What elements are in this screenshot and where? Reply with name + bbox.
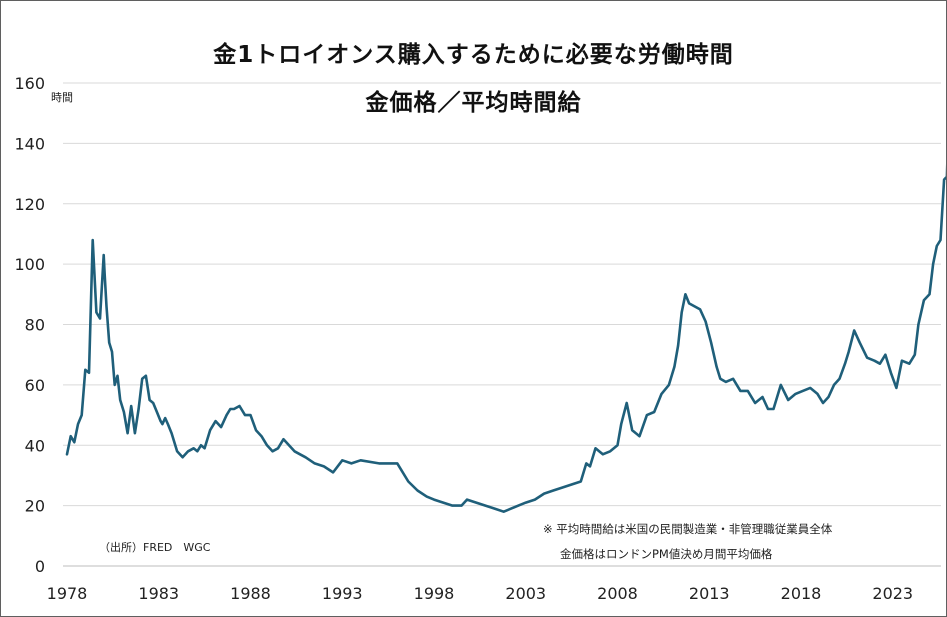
x-tick-label: 1998 — [414, 584, 455, 603]
x-tick-label: 1983 — [138, 584, 179, 603]
y-axis-ticks: 0 20 40 60 80 100 120 140 160 — [14, 74, 45, 576]
footnote-gold-price: 金価格はロンドンPM値決め月間平均価格 — [560, 547, 773, 561]
gridlines — [63, 82, 941, 567]
y-tick-label: 160 — [14, 74, 45, 93]
x-tick-label: 2018 — [781, 584, 822, 603]
y-tick-label: 40 — [25, 436, 45, 455]
footnote-wage: ※ 平均時間給は米国の民間製造業・非管理職従業員全体 — [543, 522, 833, 536]
x-axis-ticks: 1978 1983 1988 1993 1998 2003 2008 2013 2018 2023 — [47, 584, 913, 603]
y-tick-label: 80 — [25, 316, 45, 335]
y-tick-label: 120 — [14, 195, 45, 214]
chart-subtitle: 金価格／平均時間給 — [365, 90, 582, 116]
x-tick-label: 1993 — [322, 584, 363, 603]
y-tick-label: 0 — [35, 557, 45, 576]
x-tick-label: 2008 — [597, 584, 638, 603]
y-tick-label: 60 — [25, 376, 45, 395]
plot-area — [65, 163, 946, 514]
series-line-0 — [65, 163, 946, 514]
y-tick-label: 20 — [25, 497, 45, 516]
y-axis-unit-label: 時間 — [51, 91, 73, 104]
y-tick-label: 140 — [14, 134, 45, 153]
x-tick-label: 1988 — [230, 584, 271, 603]
x-tick-label: 2003 — [505, 584, 546, 603]
x-tick-label: 1978 — [47, 584, 88, 603]
x-tick-label: 2023 — [872, 584, 913, 603]
source-note: （出所）FRED WGC — [99, 541, 211, 554]
y-tick-label: 100 — [14, 255, 45, 274]
chart-title: 金1トロイオンス購入するために必要な労働時間 — [213, 42, 734, 68]
x-tick-label: 2013 — [689, 584, 730, 603]
